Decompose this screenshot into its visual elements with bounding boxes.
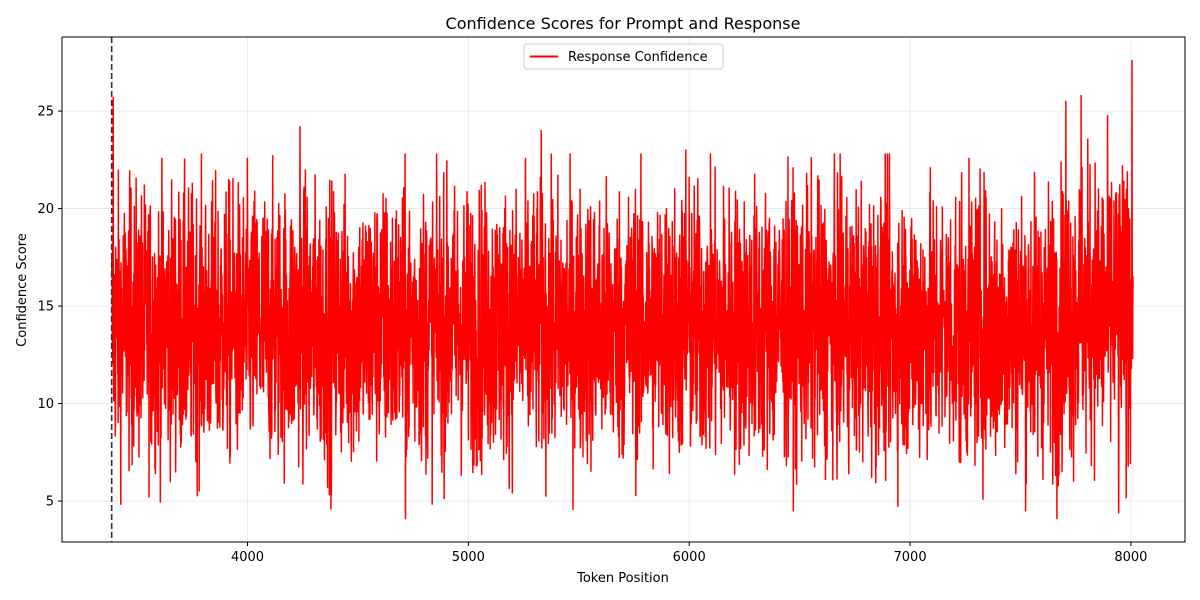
x-tick-label: 5000 <box>452 550 485 565</box>
y-axis-ticks: 5 10 15 20 25 <box>37 105 62 510</box>
legend-label: Response Confidence <box>568 50 708 65</box>
x-tick-label: 6000 <box>673 550 706 565</box>
y-tick-label: 5 <box>46 495 54 510</box>
y-tick-label: 20 <box>37 202 54 217</box>
plot-frame <box>61 36 1186 543</box>
legend-box <box>523 43 724 70</box>
response-confidence-line <box>110 59 1134 520</box>
y-tick-label: 25 <box>37 105 54 120</box>
plot-area <box>110 37 1134 542</box>
y-tick-label: 15 <box>37 300 54 315</box>
y-axis-label: Confidence Score <box>15 233 30 347</box>
chart-title: Confidence Scores for Prompt and Respons… <box>446 14 801 33</box>
x-axis-ticks: 4000 5000 6000 7000 8000 <box>231 542 1147 565</box>
legend: Response Confidence <box>523 43 724 70</box>
x-tick-label: 8000 <box>1114 550 1147 565</box>
x-tick-label: 7000 <box>894 550 927 565</box>
x-axis-label: Token Position <box>576 571 669 586</box>
x-tick-label: 4000 <box>231 550 264 565</box>
y-tick-label: 10 <box>37 397 54 412</box>
